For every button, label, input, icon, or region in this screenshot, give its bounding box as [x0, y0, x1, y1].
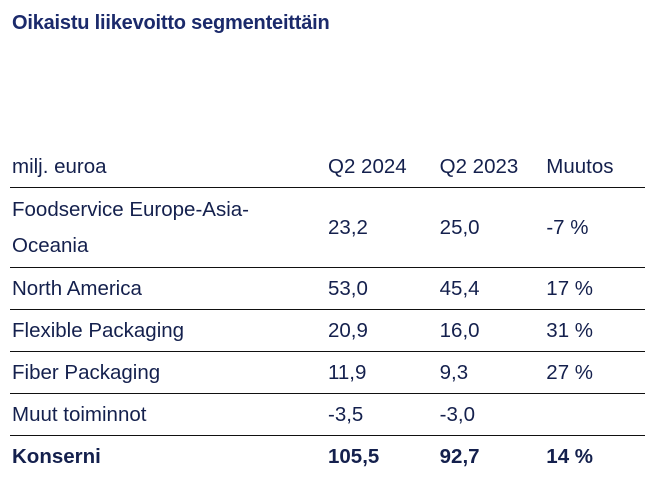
value-q2-2023: -3,0	[439, 402, 475, 426]
value-q2-2024: 23,2	[328, 215, 368, 239]
value-q2-2023: 45,4	[439, 276, 480, 300]
header-q2-2023: Q2 2023	[439, 155, 519, 178]
value-q2-2024: 105,5	[328, 445, 380, 468]
table-row-total: Konserni 105,5 92,7 14 %	[10, 436, 645, 478]
table-row: Fiber Packaging 11,9 9,3 27 %	[10, 352, 645, 394]
header-unit: milj. euroa	[12, 155, 107, 178]
table-row: North America 53,0 45,4 17 %	[10, 268, 645, 310]
value-q2-2024: 53,0	[328, 276, 368, 300]
table-row: Foodservice Europe-Asia-Oceania 23,2 25,…	[10, 188, 645, 268]
segment-table: milj. euroa Q2 2024 Q2 2023 Muutos Foods…	[10, 147, 645, 478]
table-header: milj. euroa Q2 2024 Q2 2023 Muutos	[10, 147, 645, 188]
value-change: 31 %	[546, 318, 594, 342]
value-q2-2023: 92,7	[439, 445, 480, 468]
table-row: Muut toiminnot -3,5 -3,0	[10, 394, 645, 436]
value-q2-2023: 9,3	[439, 360, 469, 384]
value-change: 17 %	[546, 276, 594, 300]
value-q2-2024: 20,9	[328, 318, 368, 342]
segment-name: Fiber Packaging	[12, 360, 161, 384]
value-q2-2023: 25,0	[439, 215, 480, 239]
segment-name: Muut toiminnot	[12, 402, 147, 426]
header-q2-2024: Q2 2024	[328, 155, 407, 178]
segment-name: Flexible Packaging	[12, 318, 185, 342]
value-change: 14 %	[546, 445, 594, 468]
value-q2-2023: 16,0	[439, 318, 480, 342]
page-title: Oikaistu liikevoitto segmenteittäin	[12, 12, 330, 34]
table-row: Flexible Packaging 20,9 16,0 31 %	[10, 310, 645, 352]
value-q2-2024: 11,9	[328, 360, 367, 384]
value-change: 27 %	[546, 360, 594, 384]
value-q2-2024: -3,5	[328, 402, 364, 426]
header-change: Muutos	[546, 155, 614, 178]
segment-name: Konserni	[12, 445, 101, 468]
segment-name: Foodservice Europe-Asia-Oceania	[12, 197, 249, 257]
value-change: -7 %	[546, 215, 589, 239]
segment-name: North America	[12, 276, 142, 300]
